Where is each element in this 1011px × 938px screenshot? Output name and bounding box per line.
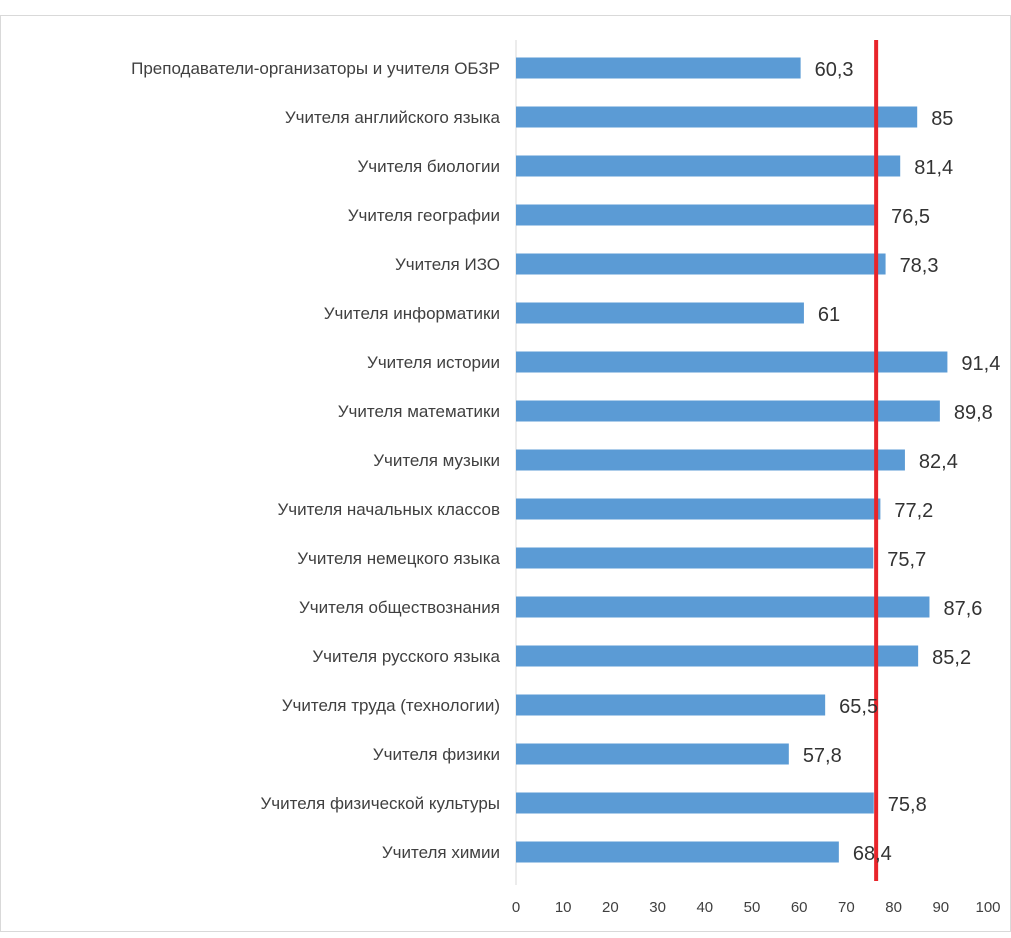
category-label: Учителя немецкого языка <box>297 549 500 568</box>
category-label: Учителя английского языка <box>285 108 501 127</box>
x-tick-label: 40 <box>696 899 713 916</box>
bar <box>516 645 919 667</box>
bar <box>516 57 801 79</box>
bars <box>516 57 948 863</box>
bar <box>516 204 878 226</box>
value-label: 75,7 <box>887 549 926 571</box>
bar <box>516 498 881 520</box>
bar <box>516 547 874 569</box>
value-label: 89,8 <box>954 402 993 424</box>
category-label: Учителя труда (технологии) <box>282 696 500 715</box>
value-label: 78,3 <box>900 255 939 277</box>
bar <box>516 302 804 324</box>
value-label: 61 <box>818 304 840 326</box>
category-label: Учителя биологии <box>357 157 500 176</box>
x-tick-label: 80 <box>885 899 902 916</box>
category-label: Учителя физики <box>373 745 500 764</box>
x-tick-label: 90 <box>932 899 949 916</box>
bar <box>516 743 789 765</box>
category-label: Учителя обществознания <box>299 598 500 617</box>
x-axis-tick-labels: 0 10 20 30 40 50 60 70 80 90 100 <box>512 899 1001 916</box>
category-label: Учителя физической культуры <box>260 794 500 813</box>
x-tick-label: 100 <box>975 899 1000 916</box>
bar <box>516 449 905 471</box>
x-tick-label: 30 <box>649 899 666 916</box>
x-tick-label: 20 <box>602 899 619 916</box>
value-label: 85,2 <box>932 647 971 669</box>
x-tick-label: 50 <box>744 899 761 916</box>
category-label: Учителя географии <box>348 206 500 225</box>
category-label: Учителя ИЗО <box>395 255 500 274</box>
category-label: Учителя русского языка <box>312 647 500 666</box>
category-labels: Преподаватели-организаторы и учителя ОБЗ… <box>131 59 500 862</box>
value-label: 75,8 <box>888 794 927 816</box>
category-label: Учителя музыки <box>373 451 500 470</box>
value-label: 68,4 <box>853 843 892 865</box>
x-tick-label: 60 <box>791 899 808 916</box>
value-label: 91,4 <box>961 353 1000 375</box>
value-label: 76,5 <box>891 206 930 228</box>
bar <box>516 106 918 128</box>
value-labels: 60,3 85 81,4 76,5 78,3 61 91,4 89,8 82,4 77,2 75,7… <box>803 59 1001 865</box>
value-label: 85 <box>931 108 953 130</box>
category-label: Преподаватели-организаторы и учителя ОБЗ… <box>131 59 500 78</box>
category-label: Учителя химии <box>382 843 500 862</box>
bar <box>516 596 930 618</box>
x-tick-label: 10 <box>555 899 572 916</box>
bar <box>516 253 886 275</box>
value-label: 77,2 <box>894 500 933 522</box>
x-tick-label: 70 <box>838 899 855 916</box>
bar <box>516 400 940 422</box>
value-label: 82,4 <box>919 451 958 473</box>
x-tick-label: 0 <box>512 899 520 916</box>
value-label: 65,5 <box>839 696 878 718</box>
category-label: Учителя начальных классов <box>277 500 500 519</box>
value-label: 81,4 <box>914 157 953 179</box>
bar <box>516 155 901 177</box>
bar <box>516 792 874 814</box>
value-label: 60,3 <box>815 59 854 81</box>
bar <box>516 841 839 863</box>
category-label: Учителя математики <box>338 402 500 421</box>
bar <box>516 694 826 716</box>
bar <box>516 351 948 373</box>
value-label: 87,6 <box>943 598 982 620</box>
value-label: 57,8 <box>803 745 842 767</box>
category-label: Учителя истории <box>367 353 500 372</box>
category-label: Учителя информатики <box>324 304 500 323</box>
